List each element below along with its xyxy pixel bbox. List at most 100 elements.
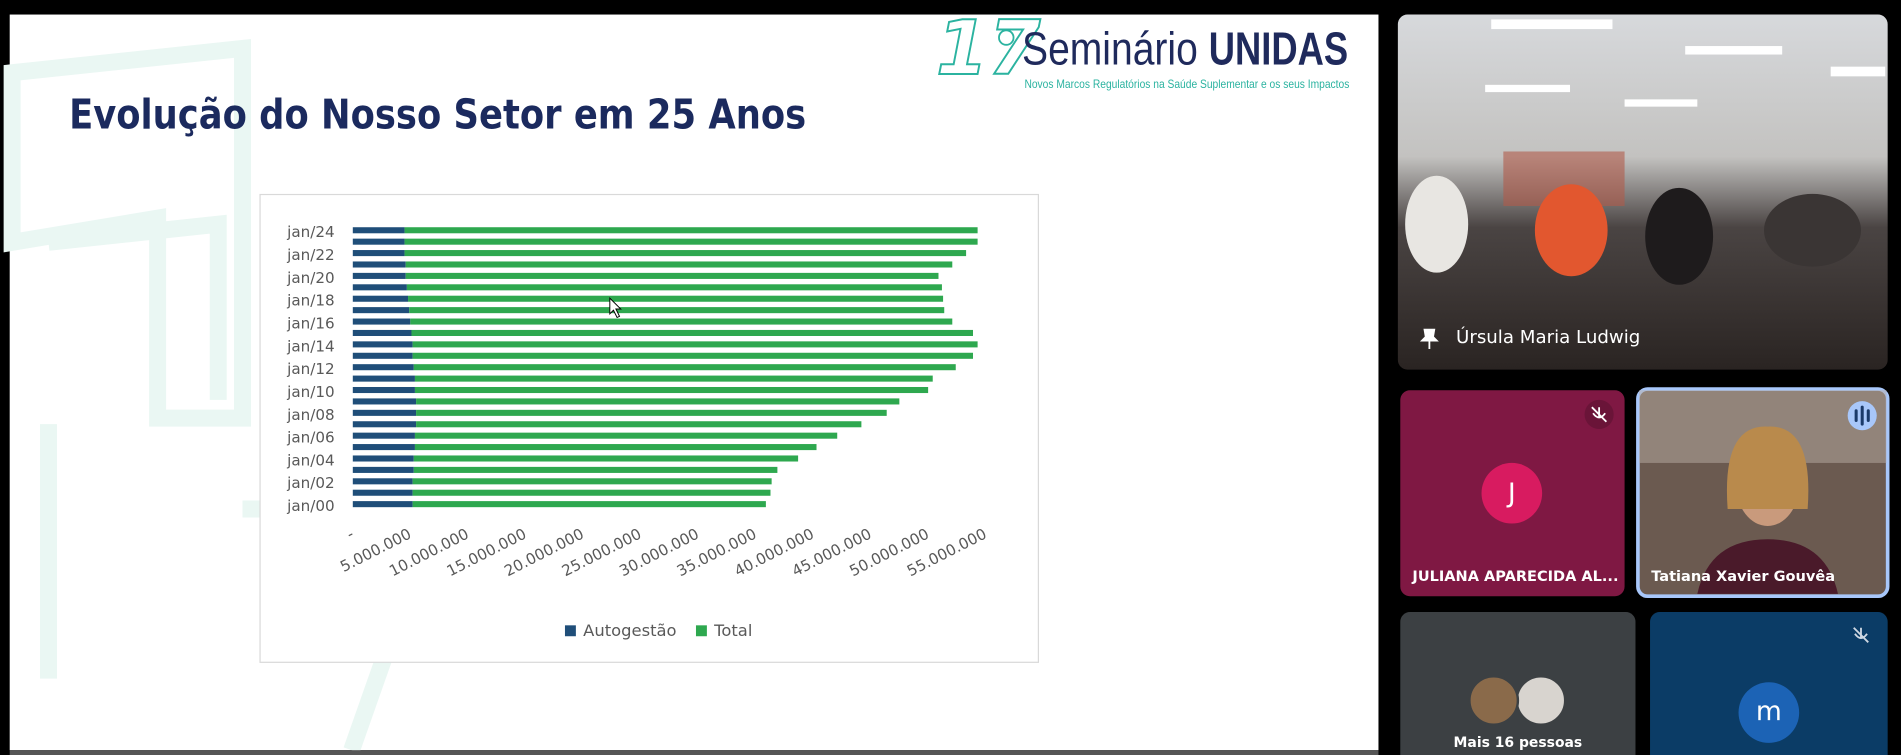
person [1534, 184, 1608, 277]
y-tick-label: jan/14 [286, 337, 334, 355]
participant-tile[interactable]: Tatiana Xavier Gouvêa [1636, 387, 1890, 599]
bar-segment [352, 455, 414, 462]
logo-number: 17 [936, 4, 1041, 92]
bar-segment [412, 352, 974, 359]
y-tick-label: jan/02 [286, 474, 334, 492]
bar-segment [352, 341, 413, 348]
bar-segment [352, 501, 413, 508]
bar-segment [352, 250, 405, 257]
bar-segment [412, 478, 772, 485]
bar-segment [352, 421, 417, 428]
bar-segment [404, 250, 967, 257]
bar-segment [412, 501, 766, 508]
y-tick-label: jan/20 [286, 269, 334, 287]
ceiling-light [1685, 46, 1783, 55]
y-tick-label: jan/00 [286, 497, 334, 515]
bar-segment [413, 466, 778, 473]
bar-segment [352, 386, 415, 394]
bar-segment [352, 284, 407, 291]
legend-label: Total [713, 621, 752, 640]
mute-icon [1853, 627, 1869, 643]
bar-segment [408, 295, 944, 302]
more-participants-tile[interactable]: Mais 16 pessoas [1400, 612, 1636, 755]
bar-segment [352, 364, 414, 371]
avatar-initial: m [1756, 696, 1782, 727]
person [1764, 193, 1861, 267]
more-participants-label: Mais 16 pessoas [1454, 735, 1583, 751]
slide-title: Evolução do Nosso Setor em 25 Anos [69, 91, 806, 139]
participant-name: Úrsula Maria Ludwig [1456, 326, 1640, 348]
hair [1726, 426, 1809, 509]
bar-segment [413, 455, 799, 462]
legend-swatch [564, 625, 576, 637]
bar-segment [352, 466, 414, 473]
avatar [1738, 682, 1800, 743]
bar-segment [416, 409, 887, 416]
bar-segment [414, 386, 929, 394]
shirt [1697, 539, 1838, 594]
bar-segment [352, 329, 412, 336]
y-tick-label: jan/18 [286, 292, 334, 310]
bar-segment [411, 329, 974, 336]
bar-segment [352, 261, 406, 268]
logo-title: Seminário [1022, 22, 1198, 74]
bar-segment [404, 238, 978, 245]
slide: 17 Seminário UNIDAS Novos Marcos Regulat… [3, 3, 1379, 753]
bar-segment [414, 375, 933, 382]
bar-segment [352, 318, 411, 325]
bar-segment [412, 341, 978, 348]
pin-icon[interactable] [1419, 328, 1439, 350]
y-tick-label: jan/16 [286, 314, 334, 332]
tile-background [1400, 612, 1636, 755]
bar-segment [352, 272, 406, 279]
bar-segment [352, 375, 415, 382]
ceiling-light [1485, 84, 1571, 93]
logo-globe [998, 29, 1015, 46]
participant-tile[interactable]: m [1650, 612, 1888, 755]
bar-segment [352, 489, 413, 496]
ceiling-light [1624, 99, 1698, 107]
avatar-initial: J [1506, 478, 1516, 509]
ceiling-light [1830, 66, 1886, 77]
y-tick-label: jan/06 [286, 429, 334, 447]
bar-segment [414, 444, 817, 451]
y-tick-label: jan/24 [286, 223, 334, 241]
chart-frame [259, 193, 1040, 663]
y-tick-label: jan/22 [286, 246, 334, 264]
bar-segment [416, 398, 900, 405]
legend-swatch [695, 625, 707, 637]
participant-tile[interactable]: J JULIANA APARECIDA AL... [1400, 390, 1625, 597]
video-tile[interactable]: Úrsula Maria Ludwig [1397, 14, 1888, 370]
bar-segment [352, 227, 405, 234]
avatar [1481, 462, 1543, 524]
y-tick-label: jan/12 [286, 360, 334, 378]
speaking-icon [1854, 405, 1870, 426]
participant-name: Tatiana Xavier Gouvêa [1651, 569, 1835, 585]
person [1645, 187, 1714, 285]
bar-segment [409, 307, 945, 314]
legend-label: Autogestão [583, 621, 676, 640]
avatar [1515, 675, 1567, 726]
bar-segment [404, 227, 978, 234]
person [1405, 175, 1469, 273]
bar-segment [352, 352, 413, 359]
y-tick-label: jan/10 [286, 383, 334, 401]
mouse-cursor [609, 296, 622, 319]
bar-segment [352, 398, 417, 405]
bar-segment [352, 432, 415, 439]
mute-icon [1591, 406, 1608, 423]
video-feed [1397, 14, 1888, 370]
bar-segment [352, 295, 409, 302]
y-tick-label: jan/04 [286, 451, 334, 469]
bar-segment [352, 444, 415, 451]
bar-segment [414, 432, 838, 439]
watermark [3, 39, 251, 427]
bar-segment [352, 478, 413, 485]
bar-segment [352, 409, 417, 416]
bar-segment [410, 318, 953, 325]
logo-brand: UNIDAS [1209, 22, 1348, 74]
bar-segment [352, 238, 405, 245]
logo-subtitle: Novos Marcos Regulatórios na Saúde Suple… [1024, 79, 1349, 91]
participant-name: JULIANA APARECIDA AL... [1411, 569, 1618, 585]
